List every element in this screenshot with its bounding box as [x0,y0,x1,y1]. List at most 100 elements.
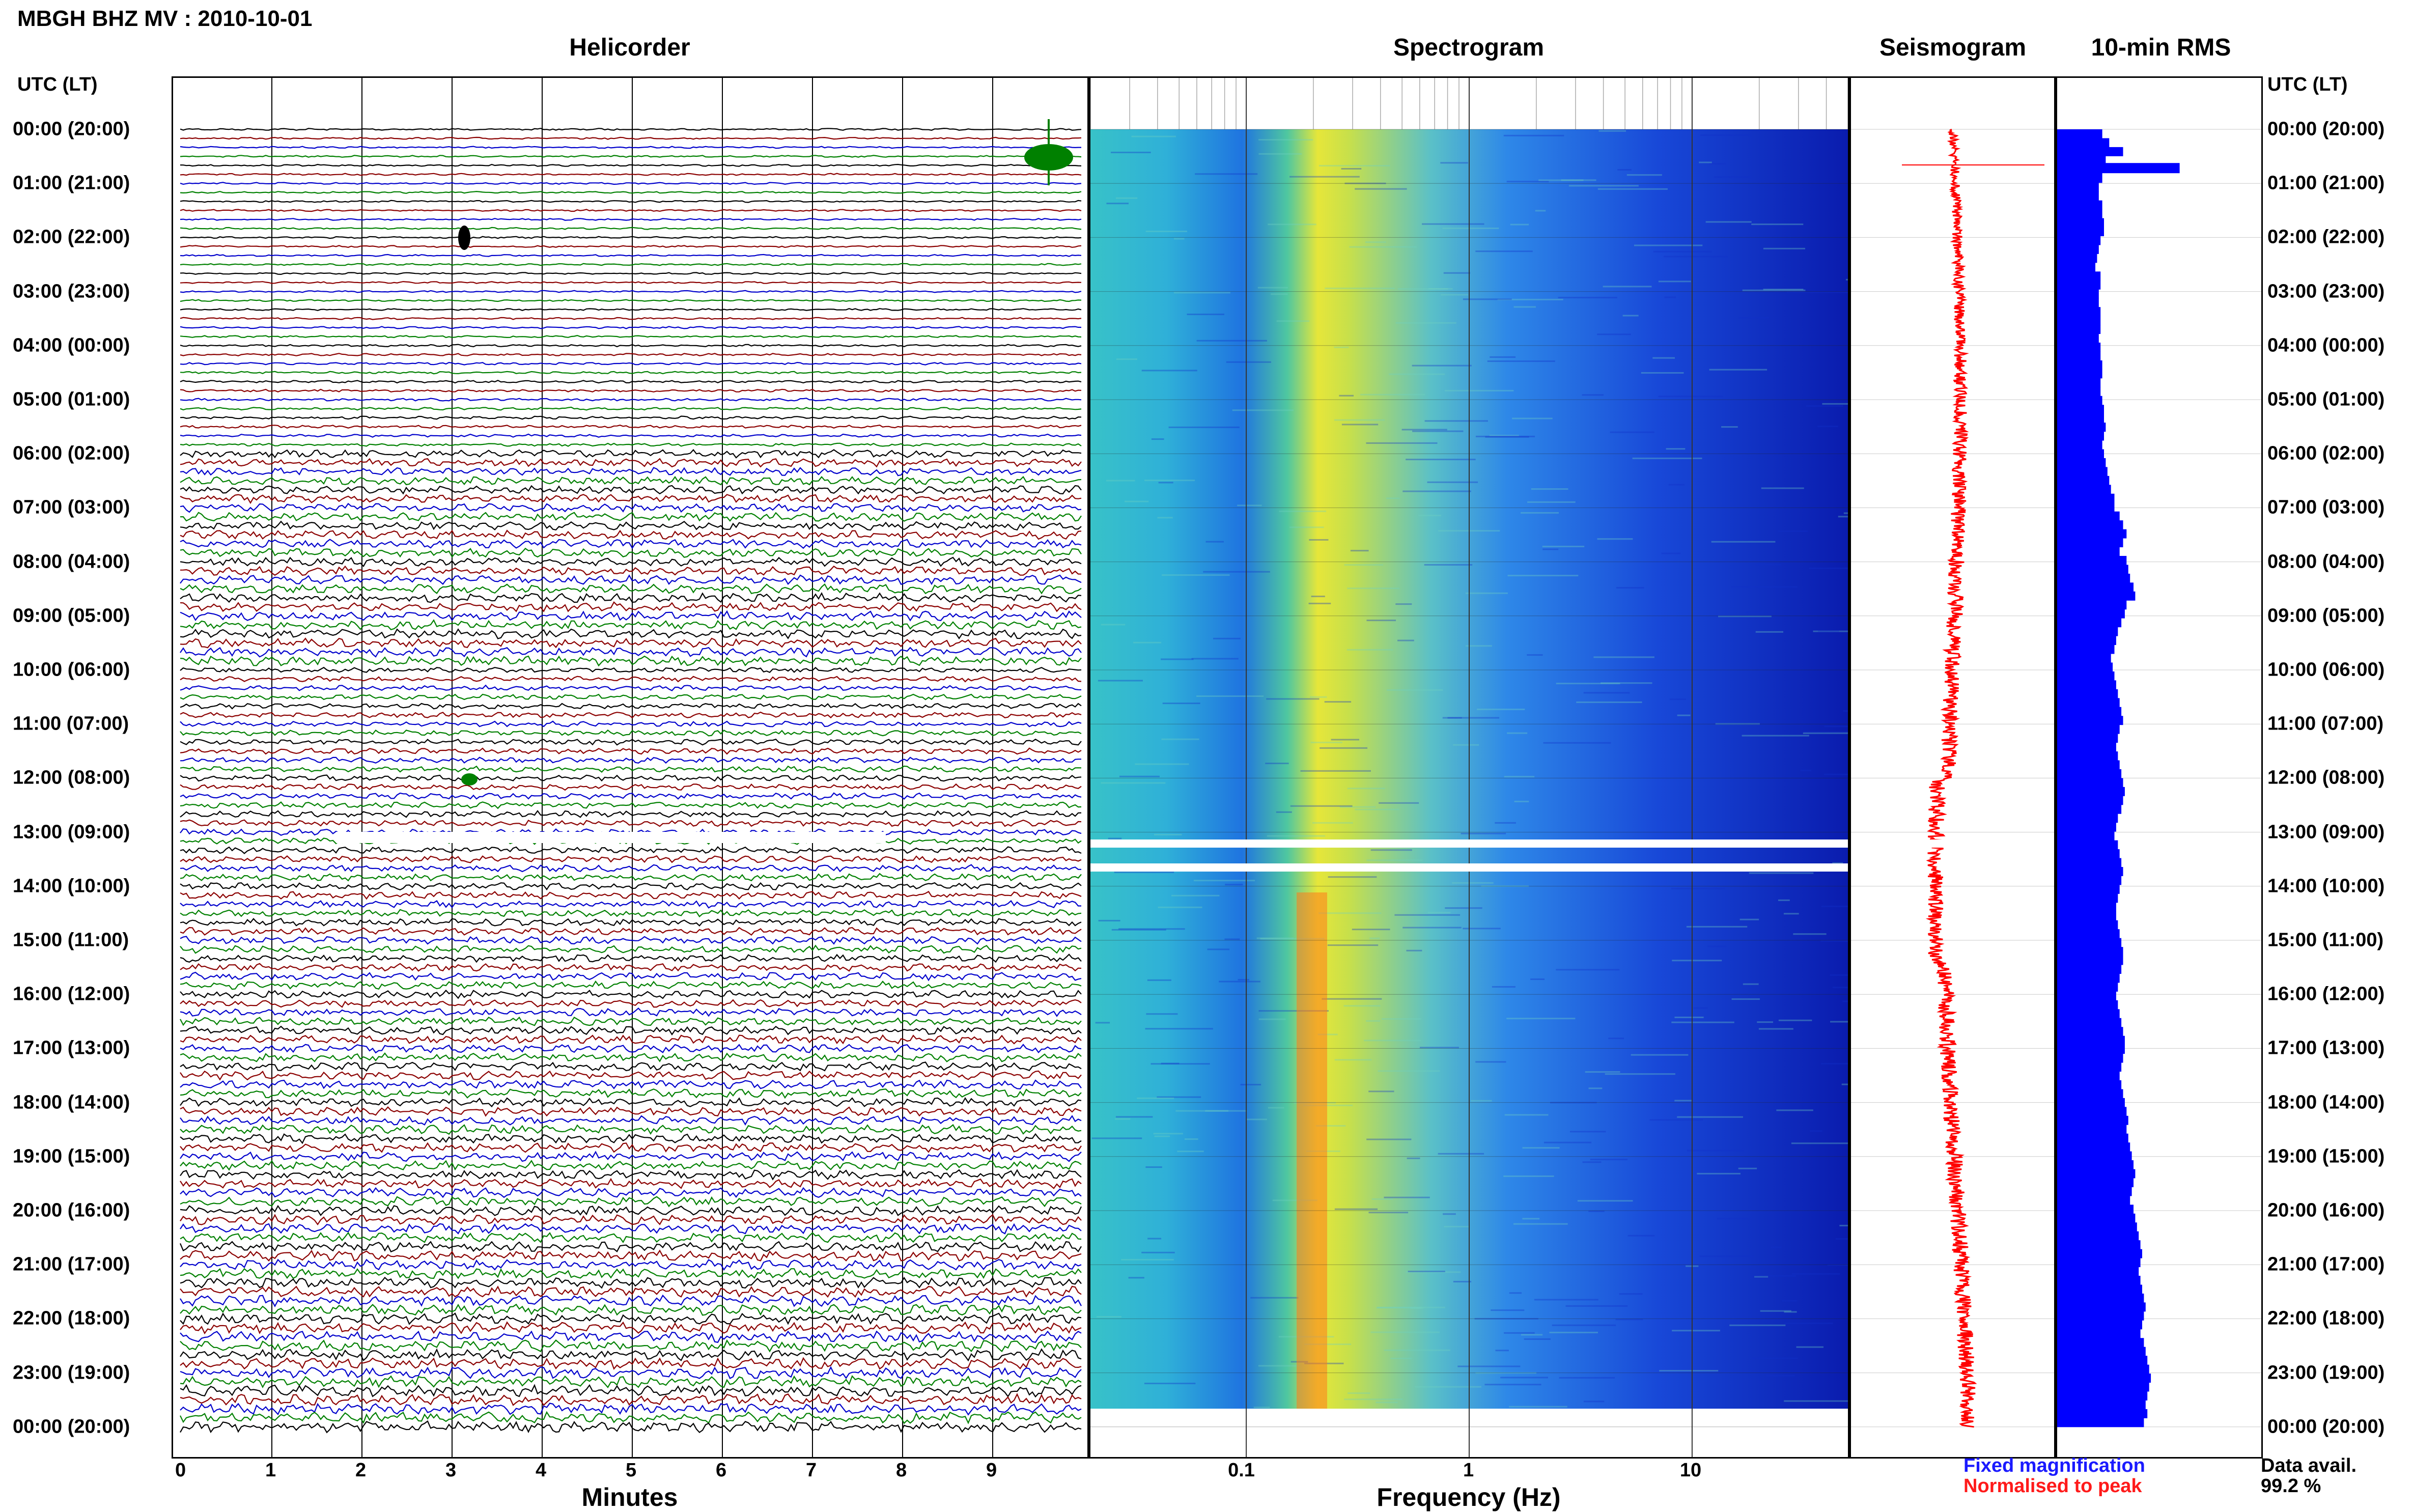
spectrogram-texture [1491,1309,1525,1311]
spectrogram-texture [1484,1384,1541,1386]
spectrogram-texture [1101,624,1126,626]
spectrogram-texture [1366,442,1438,444]
spectrogram-texture [1752,1357,1798,1359]
helicorder-trace [180,281,1082,284]
helicorder-trace [180,637,1082,649]
helicorder-trace [180,547,1082,558]
rms-bar [2057,396,2102,405]
spectrogram-texture [1504,776,1535,778]
helicorder-trace [180,307,1082,312]
rms-bar [2057,1258,2141,1268]
spectrogram-texture [1334,1208,1378,1210]
spectrogram-texture [1686,926,1748,928]
spectrogram-texture [1365,241,1386,243]
spectrogram-texture [1672,960,1722,962]
rms-bar [2057,307,2101,317]
spectrogram-texture [1672,1330,1720,1332]
rms-bar [2057,1169,2136,1179]
rms-bar [2057,262,2095,272]
spectrogram-texture [1108,837,1122,839]
spectrogram-texture [1196,340,1267,342]
seismogram-gap [1851,839,2054,848]
spectrogram-texture [1641,372,1684,374]
spectrogram-texture [1310,741,1342,743]
spectrogram-texture [1344,1398,1403,1401]
helicorder-trace [180,909,1082,917]
rms-bar [2057,244,2099,254]
spectrogram-texture [1377,1306,1445,1308]
spectrogram-texture [1803,732,1848,734]
spectrogram-texture [1806,405,1843,407]
rms-bar [2057,529,2127,539]
spectrogram-texture [1603,286,1652,288]
spectrogram-texture [1649,1119,1703,1121]
helicorder-trace [180,1178,1082,1189]
spectrogram-texture [1668,484,1685,486]
spectrogram-texture [1268,1107,1284,1109]
helicorder-trace [180,792,1082,800]
spectrogram-texture [1268,223,1316,226]
spectrogram-texture [1774,487,1785,489]
spectrogram-texture [1410,1307,1424,1309]
rms-bar [2057,138,2110,148]
rms-bar [2057,1276,2141,1285]
spectrogram-texture [1360,394,1425,396]
spectrogram-texture [1542,545,1585,547]
minute-tick-label: 9 [986,1460,997,1481]
helicorder-trace [180,846,1082,854]
spectrogram-texture [1279,510,1327,512]
spectrogram-texture [1709,369,1767,371]
helicorder-trace [180,944,1082,954]
rms-bar [2057,724,2120,734]
hour-label-right: 04:00 (00:00) [2267,334,2385,356]
spectrogram-texture [1671,887,1725,889]
spectrogram-texture [1796,1346,1824,1348]
spectrogram-texture [1146,1013,1178,1015]
spectrogram-texture [1561,179,1596,181]
spectrogram-texture [1318,165,1390,167]
spectrogram-texture [1289,176,1360,178]
rms-bar [2057,618,2122,628]
spectrogram-texture [1661,552,1681,554]
helicorder-trace [180,729,1082,737]
spectrogram-texture [1652,357,1675,359]
helicorder-trace [180,415,1082,420]
rms-bar [2057,582,2134,592]
spectrogram-texture [1576,701,1642,703]
hour-label-right: 13:00 (09:00) [2267,821,2385,843]
spectrogram-texture [1700,134,1752,136]
rms-bar [2057,840,2118,850]
helicorder-trace [180,1384,1082,1398]
spectrogram-texture [1674,1100,1693,1102]
rms-bar [2057,1302,2146,1312]
spectrogram-texture [1258,153,1302,155]
helicorder-trace [180,1025,1082,1036]
spectrogram-texture [1507,575,1579,577]
spectrogram-texture [1784,1400,1848,1402]
spectrogram-texture [1632,457,1702,459]
rms-bar [2057,1107,2127,1116]
rms-bar [2057,680,2116,690]
rms-bar [2057,1080,2122,1089]
spectrogram-texture [1791,1273,1840,1275]
rms-bar [2057,174,2102,183]
spectrogram-texture [1465,645,1492,647]
helicorder-trace [180,449,1082,459]
rms-bar [2057,1178,2134,1187]
data-avail-value: 99.2 % [2261,1475,2321,1497]
rms-bar [2057,982,2118,992]
rms-bar [2057,956,2123,965]
rms-bar [2057,822,2116,832]
rms-bar [2057,254,2097,263]
helicorder-trace [180,819,1082,827]
hour-label-left: 16:00 (12:00) [13,983,130,1005]
spectrogram-texture [1671,1021,1734,1023]
spectrogram-texture [1316,1125,1346,1127]
spectrogram-texture [1144,480,1195,482]
spectrogram-texture [1370,849,1412,851]
spectrogram-texture [1588,1210,1605,1212]
spectrogram-texture [1542,548,1559,550]
helicorder-trace [180,1312,1082,1325]
spectrogram-texture [1524,1338,1551,1340]
spectrogram-texture [1106,480,1135,482]
